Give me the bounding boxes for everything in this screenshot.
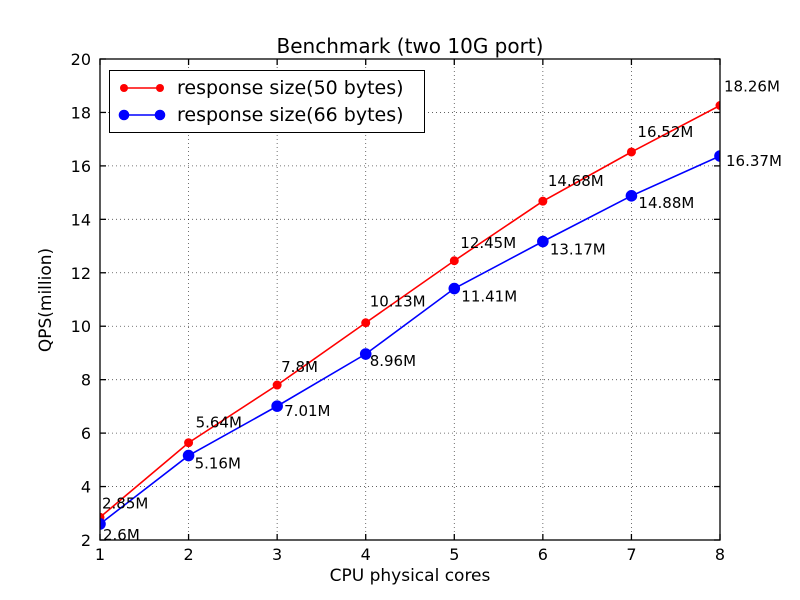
y-tick-label: 14 bbox=[71, 210, 91, 229]
data-label: 7.8M bbox=[281, 358, 318, 376]
data-point-marker bbox=[184, 438, 194, 448]
y-tick-label: 6 bbox=[81, 424, 91, 443]
data-label: 16.52M bbox=[637, 123, 693, 141]
data-point-marker bbox=[538, 196, 548, 206]
legend-marker-blue-icon bbox=[118, 110, 166, 121]
legend-label: response size(66 bytes) bbox=[177, 104, 404, 127]
y-tick-label: 8 bbox=[81, 371, 91, 390]
chart-title: Benchmark (two 10G port) bbox=[276, 34, 544, 58]
data-label: 5.16M bbox=[195, 455, 241, 473]
x-axis-label: CPU physical cores bbox=[329, 566, 491, 586]
data-label: 11.41M bbox=[461, 288, 517, 306]
y-tick-label: 4 bbox=[81, 478, 91, 497]
data-label: 12.45M bbox=[460, 234, 516, 252]
data-point-marker bbox=[449, 256, 459, 266]
y-tick-label: 16 bbox=[71, 157, 91, 176]
x-tick-label: 4 bbox=[361, 545, 371, 564]
data-point-marker bbox=[537, 235, 549, 248]
data-point-marker bbox=[359, 348, 372, 360]
y-tick-label: 2 bbox=[81, 531, 91, 550]
data-label: 16.37M bbox=[726, 152, 782, 170]
legend-item: response size(66 bytes) bbox=[110, 104, 424, 126]
data-point-marker bbox=[625, 190, 638, 202]
y-axis-label: QPS(million) bbox=[36, 247, 56, 353]
legend: response size(50 bytes) response size(66… bbox=[109, 70, 425, 133]
data-label: 10.13M bbox=[370, 293, 426, 311]
y-tick-label: 10 bbox=[71, 317, 91, 336]
data-point-marker bbox=[626, 147, 636, 157]
data-label: 8.96M bbox=[370, 352, 416, 370]
axes-frame bbox=[99, 58, 721, 541]
data-point-marker bbox=[182, 449, 195, 462]
x-tick-label: 5 bbox=[449, 545, 459, 564]
x-tick-label: 3 bbox=[272, 545, 282, 564]
y-tick-label: 12 bbox=[71, 264, 91, 283]
data-label: 7.01M bbox=[284, 402, 330, 420]
series-line bbox=[100, 155, 720, 525]
series-66-bytes bbox=[100, 150, 720, 530]
legend-marker-red-icon bbox=[120, 83, 164, 92]
data-point-marker bbox=[100, 518, 106, 530]
data-label: 2.85M bbox=[102, 494, 148, 512]
data-point-marker bbox=[361, 318, 371, 328]
data-label: 18.26M bbox=[724, 77, 780, 95]
data-point-marker bbox=[714, 150, 720, 162]
data-label: 2.6M bbox=[103, 526, 140, 544]
data-point-marker bbox=[715, 100, 720, 110]
data-point-marker bbox=[272, 380, 282, 390]
y-tick-label: 18 bbox=[71, 103, 91, 122]
data-point-marker bbox=[448, 282, 461, 295]
legend-item: response size(50 bytes) bbox=[110, 77, 424, 99]
data-label: 5.64M bbox=[196, 414, 242, 432]
x-tick-label: 2 bbox=[183, 545, 193, 564]
x-tick-label: 6 bbox=[538, 545, 548, 564]
y-tick-label: 20 bbox=[71, 50, 91, 69]
x-tick-label: 7 bbox=[626, 545, 636, 564]
x-tick-label: 8 bbox=[715, 545, 725, 564]
data-label: 14.68M bbox=[548, 172, 604, 190]
x-tick-label: 1 bbox=[95, 545, 105, 564]
series-line bbox=[100, 104, 720, 518]
data-label: 13.17M bbox=[550, 241, 606, 259]
legend-label: response size(50 bytes) bbox=[177, 76, 404, 99]
data-label: 14.88M bbox=[638, 194, 694, 212]
data-point-marker bbox=[271, 400, 283, 412]
